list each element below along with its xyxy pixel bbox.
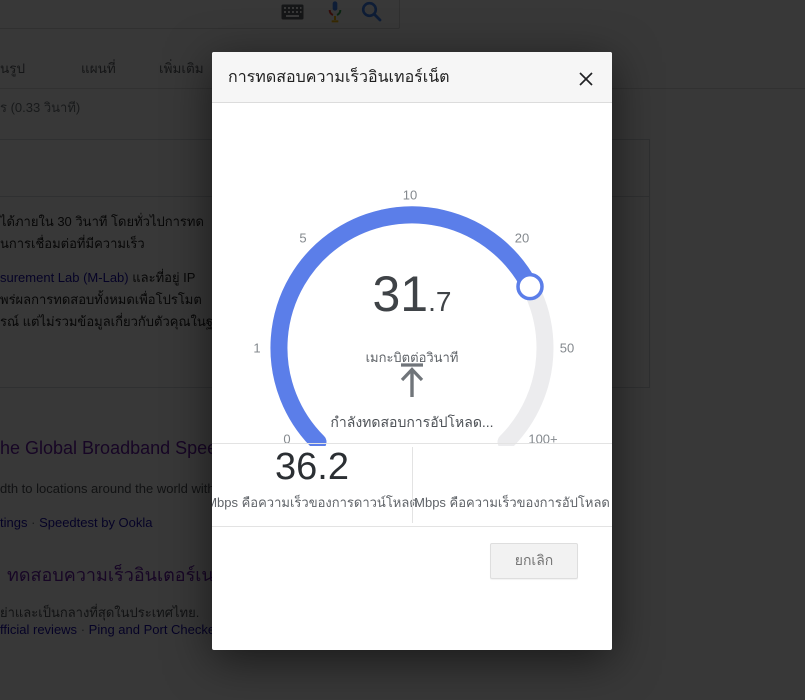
gauge-tick-20: 20: [515, 231, 529, 246]
speedtest-dialog: การทดสอบความเร็วอินเทอร์เน็ต 0 1 5 10 20…: [212, 52, 612, 650]
gauge-tick-1: 1: [253, 341, 260, 356]
close-button[interactable]: [577, 70, 595, 88]
results-stats-row: 36.2 Mbps คือความเร็วของการดาวน์โหลด Mbp…: [212, 443, 612, 527]
gauge-current-value: 31.7: [212, 269, 612, 319]
gauge-tick-100plus: 100+: [528, 432, 557, 446]
stats-column-divider: [412, 447, 413, 523]
gauge-progress-arc: [270, 206, 539, 446]
dialog-header: การทดสอบความเร็วอินเทอร์เน็ต: [212, 52, 612, 103]
download-label: Mbps คือความเร็วของการดาวน์โหลด: [212, 495, 418, 510]
close-icon: [579, 72, 593, 86]
gauge-tick-0: 0: [283, 432, 290, 446]
gauge-tick-10: 10: [403, 188, 417, 203]
test-status-text: กำลังทดสอบการอัปโหลด...: [330, 414, 494, 430]
dialog-title: การทดสอบความเร็วอินเทอร์เน็ต: [228, 68, 450, 86]
gauge-knob: [516, 272, 544, 301]
upload-label: Mbps คือความเร็วของการอัปโหลด: [414, 495, 610, 510]
speed-gauge: 0 1 5 10 20 50 100+ 31.7 เมกะบิตต่อวินาท…: [212, 103, 612, 446]
gauge-unit-label: เมกะบิตต่อวินาที: [365, 350, 459, 365]
upload-result: Mbps คือความเร็วของการอัปโหลด: [412, 444, 612, 526]
download-result: 36.2 Mbps คือความเร็วของการดาวน์โหลด: [212, 444, 418, 526]
gauge-value-decimal: .7: [428, 286, 452, 317]
gauge-tick-50: 50: [560, 341, 574, 356]
cancel-button[interactable]: ยกเลิก: [490, 543, 578, 579]
gauge-value-integer: 31: [372, 266, 429, 322]
upload-arrow-icon: [400, 363, 424, 397]
gauge-tick-5: 5: [299, 231, 306, 246]
download-value: 36.2: [275, 446, 349, 489]
